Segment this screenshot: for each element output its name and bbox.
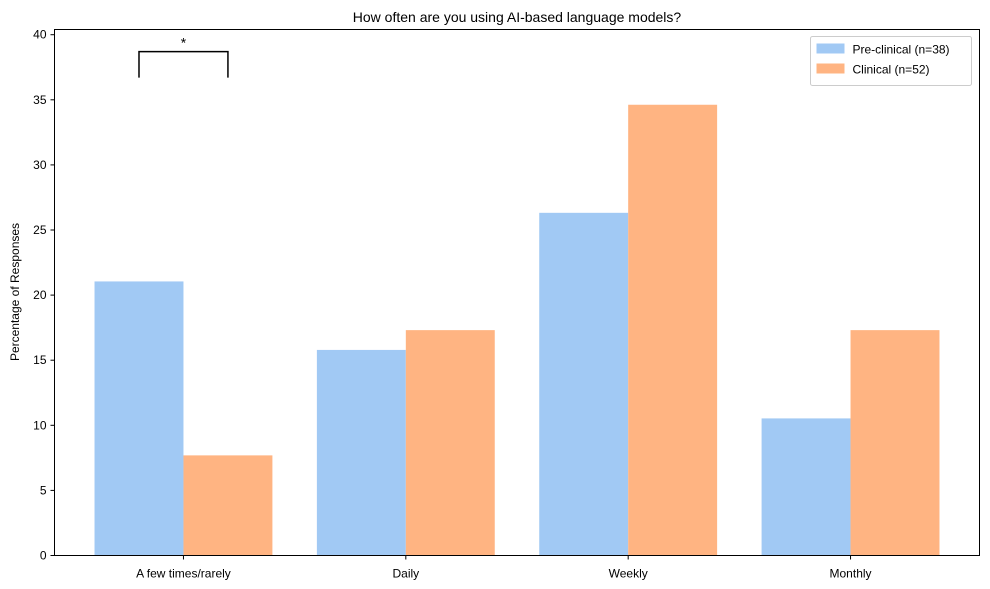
- legend-swatch: [816, 63, 845, 74]
- bar-clinical-1: [405, 330, 495, 556]
- legend-box: [810, 36, 972, 86]
- y-tick-label: 15: [33, 353, 47, 367]
- bar-clinical-3: [850, 330, 940, 556]
- y-tick-label: 10: [33, 418, 47, 432]
- y-tick-label: 5: [40, 483, 47, 497]
- bars-group: [94, 104, 940, 556]
- bar-preclinical-1: [316, 349, 406, 556]
- bar-preclinical-3: [761, 418, 851, 556]
- significance-bracket: [138, 50, 229, 78]
- x-tick-label: Daily: [392, 567, 419, 581]
- x-tick-label: A few times/rarely: [136, 567, 231, 581]
- legend: Pre-clinical (n=38) Clinical (n=52): [810, 36, 972, 86]
- y-tick-label: 40: [33, 28, 47, 42]
- annotations-group: *: [138, 35, 229, 78]
- y-axis: 0 5 10 15 20 25 30 35 40: [33, 28, 55, 563]
- significance-label: *: [181, 35, 187, 51]
- bar-clinical-2: [628, 104, 718, 556]
- legend-label: Pre-clinical (n=38): [853, 43, 950, 57]
- y-tick-label: 20: [33, 288, 47, 302]
- y-tick-label: 35: [33, 93, 47, 107]
- x-tick-label: Monthly: [830, 567, 872, 581]
- y-tick-label: 30: [33, 158, 47, 172]
- legend-swatch: [816, 43, 845, 54]
- bar-preclinical-0: [94, 281, 184, 556]
- legend-label: Clinical (n=52): [853, 63, 930, 77]
- y-tick-label: 25: [33, 223, 47, 237]
- chart-title: How often are you using AI-based languag…: [353, 9, 682, 25]
- y-axis-label: Percentage of Responses: [8, 223, 22, 361]
- bar-clinical-0: [183, 455, 273, 556]
- plot-frame: [54, 29, 980, 556]
- x-tick-label: Weekly: [609, 567, 648, 581]
- bar-preclinical-2: [539, 212, 629, 556]
- x-axis: A few times/rarely Daily Weekly Monthly: [136, 555, 872, 581]
- y-tick-label: 0: [40, 549, 47, 563]
